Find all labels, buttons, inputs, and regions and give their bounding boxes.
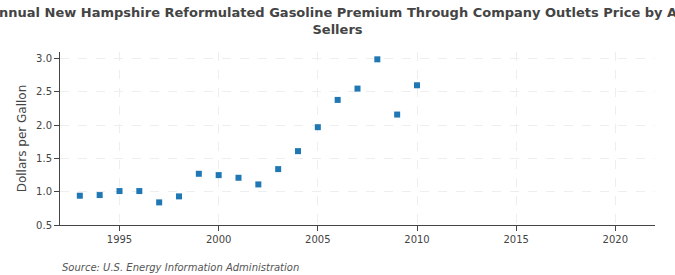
svg-text:2015: 2015 [503,234,528,245]
svg-text:2.0: 2.0 [36,120,52,131]
svg-text:Dollars per Gallon: Dollars per Gallon [15,85,29,193]
svg-text:2010: 2010 [404,234,429,245]
svg-text:2005: 2005 [305,234,330,245]
svg-text:0.5: 0.5 [36,220,52,231]
svg-text:3.0: 3.0 [36,53,52,64]
svg-text:2.5: 2.5 [36,86,52,97]
svg-text:Source: U.S. Energy Informatio: Source: U.S. Energy Information Administ… [62,262,299,273]
svg-text:1.5: 1.5 [36,153,52,164]
svg-text:2020: 2020 [603,234,628,245]
svg-text:2000: 2000 [206,234,231,245]
svg-text:1.0: 1.0 [36,186,52,197]
svg-text:1995: 1995 [107,234,132,245]
svg-text:Annual New Hampshire Reformula: Annual New Hampshire Reformulated Gasoli… [0,5,675,37]
